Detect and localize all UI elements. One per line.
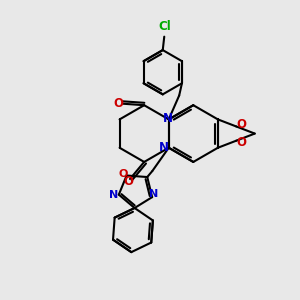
Text: O: O — [237, 118, 247, 131]
Text: N: N — [163, 112, 173, 125]
Text: Cl: Cl — [158, 20, 171, 33]
Text: O: O — [113, 97, 123, 110]
Text: N: N — [149, 189, 158, 199]
Text: O: O — [124, 176, 134, 188]
Text: O: O — [118, 169, 128, 179]
Text: N: N — [109, 190, 118, 200]
Text: N: N — [159, 141, 169, 154]
Text: O: O — [237, 136, 247, 149]
